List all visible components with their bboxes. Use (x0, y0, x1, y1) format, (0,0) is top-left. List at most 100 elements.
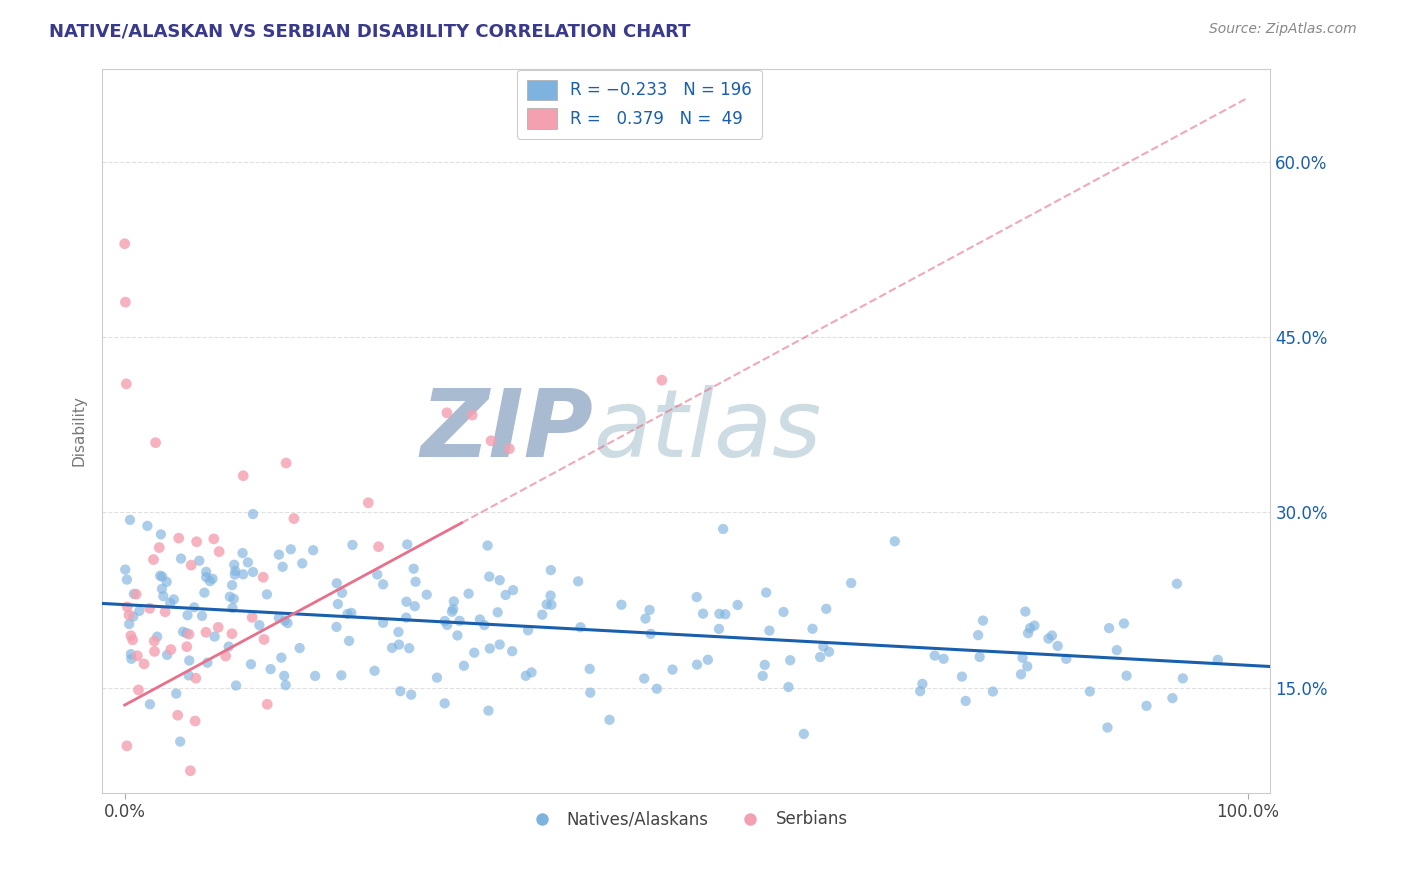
Point (634, 611, 657, 625)
Point (436, 406, 458, 420)
Point (169, 734, 191, 748)
Point (160, 642, 183, 657)
Point (274, 614, 297, 628)
Point (755, 585, 778, 599)
Point (207, 620, 229, 634)
Point (578, 662, 600, 676)
Point (283, 511, 305, 525)
Point (288, 641, 311, 656)
Point (633, 672, 655, 686)
Point (610, 598, 633, 612)
Point (183, 600, 205, 615)
Point (201, 572, 224, 586)
Point (232, 546, 254, 560)
Point (138, 601, 160, 615)
Point (194, 625, 217, 640)
Point (336, 607, 359, 621)
Point (127, 682, 149, 697)
Point (1010, 667, 1032, 681)
Point (1038, 632, 1060, 646)
Point (818, 645, 841, 659)
Point (114, 563, 136, 577)
Point (176, 640, 198, 654)
Point (883, 534, 905, 549)
Point (177, 627, 200, 641)
Point (661, 663, 683, 677)
Point (180, 558, 202, 573)
Point (815, 602, 838, 616)
Point (142, 552, 165, 566)
Point (1115, 669, 1137, 683)
Point (271, 559, 294, 574)
Point (727, 598, 749, 612)
Point (225, 679, 247, 693)
Point (540, 563, 562, 577)
Point (224, 558, 246, 572)
Point (276, 616, 298, 631)
Point (179, 764, 201, 778)
Point (252, 570, 274, 584)
Point (911, 677, 934, 691)
Point (520, 665, 543, 680)
Point (1161, 691, 1184, 706)
Point (1014, 605, 1036, 619)
Point (373, 577, 395, 591)
Point (932, 652, 955, 666)
Point (426, 671, 449, 685)
Point (1011, 650, 1033, 665)
Point (340, 606, 363, 620)
Point (579, 686, 602, 700)
Point (972, 614, 994, 628)
Point (166, 708, 188, 723)
Point (402, 562, 425, 576)
Point (1040, 629, 1063, 643)
Point (259, 662, 281, 676)
Point (1171, 672, 1194, 686)
Point (330, 668, 353, 682)
Point (253, 632, 276, 647)
Point (256, 587, 278, 601)
Point (149, 527, 172, 541)
Point (924, 648, 946, 663)
Point (599, 713, 621, 727)
Point (195, 570, 218, 584)
Text: NATIVE/ALASKAN VS SERBIAN DISABILITY CORRELATION CHART: NATIVE/ALASKAN VS SERBIAN DISABILITY COR… (49, 22, 690, 40)
Point (186, 534, 208, 549)
Point (1098, 621, 1121, 635)
Point (441, 602, 464, 616)
Point (1024, 618, 1046, 632)
Point (486, 605, 509, 619)
Point (395, 610, 418, 624)
Point (540, 589, 562, 603)
Point (118, 617, 141, 632)
Point (398, 641, 420, 656)
Point (478, 641, 501, 656)
Point (696, 653, 718, 667)
Point (153, 605, 176, 619)
Point (215, 648, 238, 663)
Point (177, 668, 200, 682)
Point (457, 587, 479, 601)
Point (274, 678, 297, 692)
Point (179, 653, 201, 667)
Point (150, 569, 173, 583)
Point (148, 541, 170, 555)
Point (714, 607, 737, 622)
Point (502, 583, 524, 598)
Point (395, 595, 418, 609)
Point (195, 565, 218, 579)
Point (436, 618, 458, 632)
Point (1046, 639, 1069, 653)
Point (389, 684, 412, 698)
Point (1135, 698, 1157, 713)
Point (1054, 652, 1077, 666)
Point (449, 614, 471, 628)
Point (461, 408, 484, 422)
Point (1206, 653, 1229, 667)
Point (115, 739, 138, 753)
Point (325, 620, 347, 634)
Point (115, 573, 138, 587)
Point (146, 630, 169, 644)
Point (149, 568, 172, 582)
Point (778, 680, 800, 694)
